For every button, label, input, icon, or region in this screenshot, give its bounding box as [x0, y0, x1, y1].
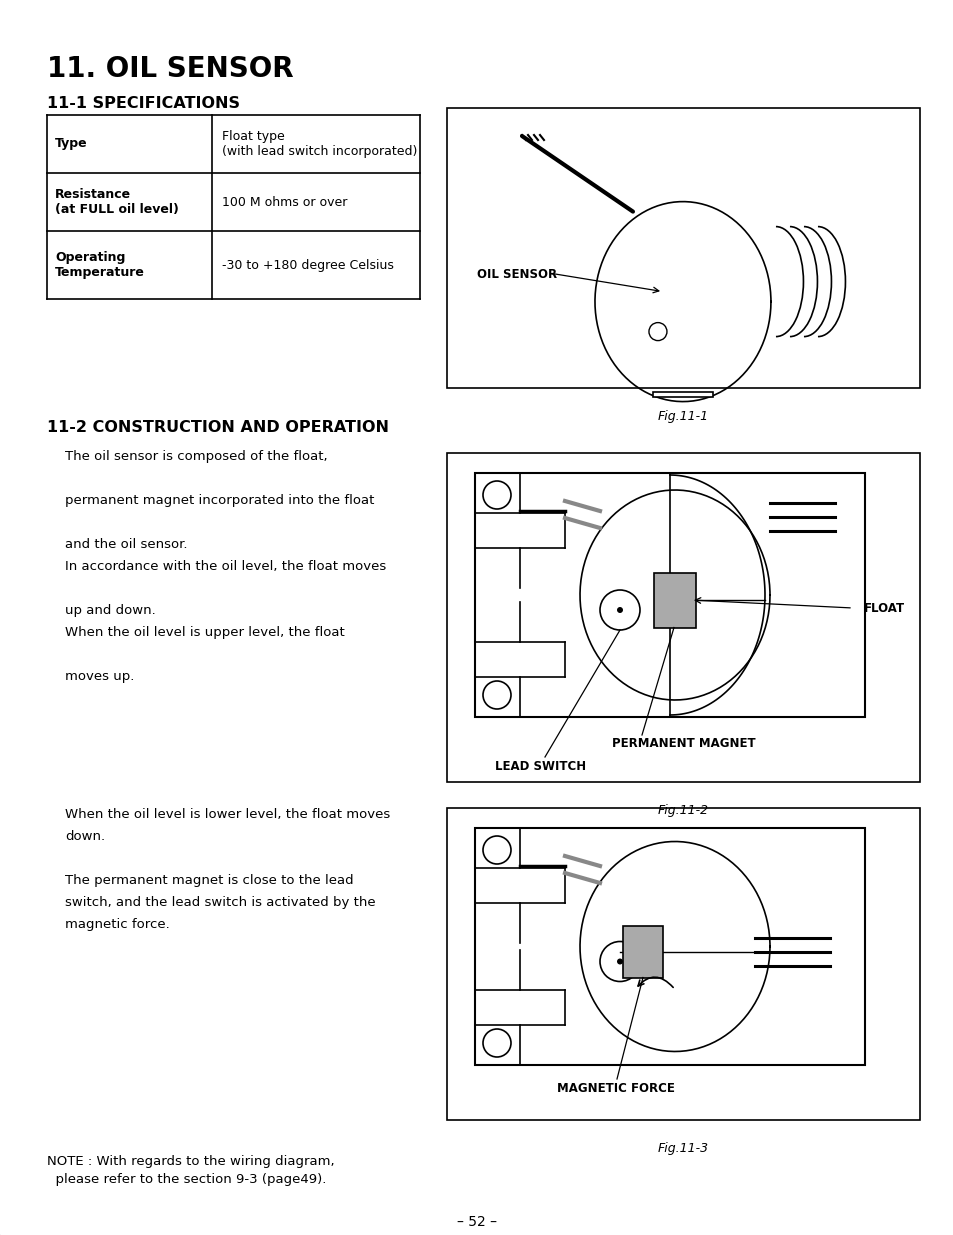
Text: up and down.: up and down.: [65, 604, 155, 618]
Text: -30 to +180 degree Celsius: -30 to +180 degree Celsius: [222, 258, 394, 272]
Text: please refer to the section 9-3 (page49).: please refer to the section 9-3 (page49)…: [47, 1173, 326, 1186]
Text: Type: Type: [55, 137, 88, 151]
Text: down.: down.: [65, 830, 105, 844]
Text: Float type
(with lead switch incorporated): Float type (with lead switch incorporate…: [222, 130, 417, 158]
Text: switch, and the lead switch is activated by the: switch, and the lead switch is activated…: [65, 897, 375, 909]
Text: magnetic force.: magnetic force.: [65, 918, 170, 931]
Bar: [447, 808, 919, 1120]
Text: Fig.11-2: Fig.11-2: [657, 804, 708, 818]
Text: 11-1 SPECIFICATIONS: 11-1 SPECIFICATIONS: [47, 96, 240, 111]
Text: FLOAT: FLOAT: [863, 601, 904, 615]
Text: permanent magnet incorporated into the float: permanent magnet incorporated into the f…: [65, 494, 374, 508]
Text: Fig.11-1: Fig.11-1: [657, 410, 708, 424]
Bar: [447, 107, 919, 388]
Text: NOTE : With regards to the wiring diagram,: NOTE : With regards to the wiring diagra…: [47, 1155, 335, 1168]
Text: When the oil level is lower level, the float moves: When the oil level is lower level, the f…: [65, 808, 390, 821]
Text: moves up.: moves up.: [65, 671, 134, 683]
Text: Fig.11-3: Fig.11-3: [657, 1142, 708, 1155]
Text: – 52 –: – 52 –: [456, 1215, 497, 1229]
Text: When the oil level is upper level, the float: When the oil level is upper level, the f…: [65, 626, 344, 638]
Text: The permanent magnet is close to the lead: The permanent magnet is close to the lea…: [65, 874, 354, 887]
Bar: [447, 453, 919, 782]
Circle shape: [617, 606, 622, 613]
Text: LEAD SWITCH: LEAD SWITCH: [495, 760, 585, 773]
Polygon shape: [652, 391, 712, 396]
Text: In accordance with the oil level, the float moves: In accordance with the oil level, the fl…: [65, 559, 386, 573]
Text: MAGNETIC FORCE: MAGNETIC FORCE: [557, 1082, 674, 1095]
Text: 11-2 CONSTRUCTION AND OPERATION: 11-2 CONSTRUCTION AND OPERATION: [47, 420, 389, 435]
Text: and the oil sensor.: and the oil sensor.: [65, 538, 188, 551]
Text: OIL SENSOR: OIL SENSOR: [476, 268, 557, 282]
Text: Resistance
(at FULL oil level): Resistance (at FULL oil level): [55, 188, 179, 216]
Bar: [622, 925, 662, 977]
Circle shape: [617, 958, 622, 965]
Bar: [475, 827, 864, 1065]
Bar: [475, 473, 864, 718]
Text: The oil sensor is composed of the float,: The oil sensor is composed of the float,: [65, 450, 327, 463]
Bar: [654, 573, 696, 627]
Text: 100 M ohms or over: 100 M ohms or over: [222, 195, 347, 209]
Text: Operating
Temperature: Operating Temperature: [55, 251, 145, 279]
Text: 11. OIL SENSOR: 11. OIL SENSOR: [47, 56, 294, 83]
Text: PERMANENT MAGNET: PERMANENT MAGNET: [612, 737, 755, 750]
